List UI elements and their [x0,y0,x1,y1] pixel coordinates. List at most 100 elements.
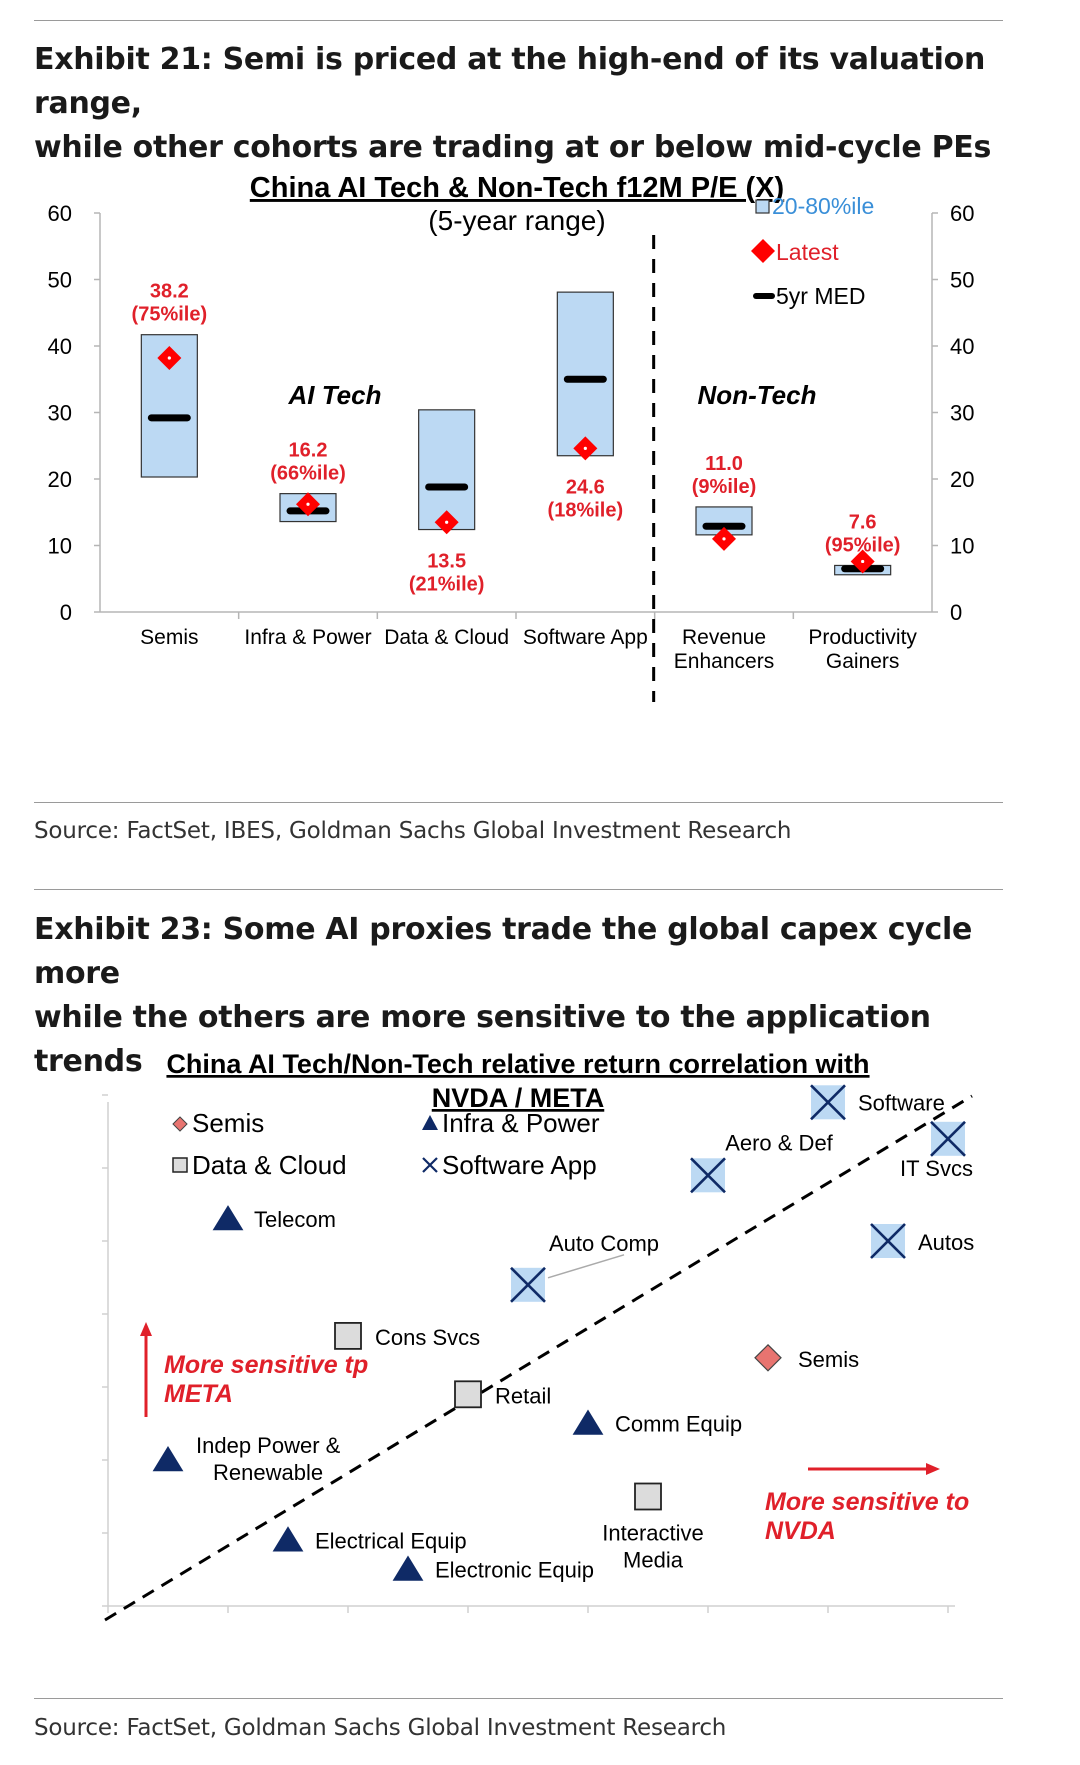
percentile-label-data-cloud: (21%ile) [409,574,485,596]
category-label-software-app: Software App [523,626,648,649]
exhibit-21-source: Source: FactSet, IBES, Goldman Sachs Glo… [34,818,792,844]
value-label-software-app: 24.6 [566,477,605,499]
category-label-revenue-enhancers: Revenue [682,626,766,649]
y-tick-label-right: 60 [950,201,974,226]
exhibit-23-source-rule [34,1698,1003,1699]
exhibit-23-source: Source: FactSet, Goldman Sachs Global In… [34,1715,727,1741]
y-tick-label-left: 0 [60,600,72,625]
auto-comp-leader-line [547,1254,625,1279]
exhibit-23-rule [34,889,1003,890]
point-label-semis: Semis [798,1347,859,1372]
point-label-electronic-equip: Electronic Equip [435,1558,594,1583]
group-label-ai-tech: AI Tech [288,380,382,410]
group-label-non-tech: Non-Tech [698,380,817,410]
nvda-right-arrow-head [926,1463,940,1475]
legend-median-label: 5yr MED [776,283,865,309]
percentile-label-infra-power: (66%ile) [270,463,346,485]
triangle-marker-indep-power-renewable [152,1446,184,1472]
category-label-productivity-gainers: Productivity [808,626,917,649]
cross-marker-it-svcs [930,1120,966,1157]
range-box-software-app [556,291,614,457]
pe-range-chart: China AI Tech & Non-Tech f12M P/E (X) (5… [48,172,974,702]
meta-annotation-line1: More sensitive tp [164,1351,368,1379]
meta-annotation-line2: META [164,1380,233,1408]
legend-swatch-semis [172,1116,188,1132]
nvda-sensitivity-annotation: More sensitive to NVDA [765,1463,969,1545]
top-rule [34,20,1003,21]
legend-swatch-data-cloud [172,1157,188,1173]
y-tick-label-left: 10 [48,534,72,559]
y-tick-label-left: 60 [48,201,72,226]
point-label-electrical-equip: Electrical Equip [315,1528,467,1553]
legend-label-data-cloud: Data & Cloud [192,1150,347,1180]
meta-up-arrow-head [140,1322,152,1336]
percentile-label-semis: (75%ile) [132,304,208,326]
legend-latest-label: Latest [776,239,839,265]
point-label-telecom: Telecom [254,1207,336,1232]
correlation-scatter-chart: China AI Tech/Non-Tech relative return c… [102,1049,974,1622]
y-tick-label-left: 30 [48,401,72,426]
diagonal-reference-line [104,1094,973,1622]
point-label-comm-equip: Comm Equip [615,1412,742,1437]
nvda-annotation-line1: More sensitive to [765,1488,969,1516]
latest-marker-dot-productivity-gainers [861,559,865,564]
chart2-title-line2: NVDA / META [432,1083,605,1113]
square-marker-retail [454,1380,482,1409]
legend-box-label: 20-80%ile [772,193,874,219]
category-label-infra-power: Infra & Power [244,626,371,649]
latest-marker-dot-software-app [583,446,587,451]
triangle-marker-electrical-equip [272,1526,304,1552]
cross-marker-autos [870,1223,906,1259]
point-label-interactive-media: Media [623,1548,684,1573]
legend-swatch-infra-power [422,1115,438,1130]
percentile-label-revenue-enhancers: (9%ile) [692,476,756,498]
y-tick-label-left: 20 [48,467,72,492]
legend-label-infra-power: Infra & Power [442,1108,600,1138]
cross-marker-auto-comp [510,1266,546,1303]
point-label-it-svcs: IT Svcs [900,1156,973,1181]
diamond-marker-semis [754,1343,782,1372]
chart2-title-line1: China AI Tech/Non-Tech relative return c… [166,1049,869,1079]
category-label-productivity-gainers: Gainers [826,650,900,673]
value-label-revenue-enhancers: 11.0 [705,453,743,475]
cross-marker-software [810,1084,846,1121]
square-marker-cons-svcs [334,1321,362,1350]
triangle-marker-electronic-equip [392,1555,424,1581]
point-label-autos: Autos [918,1230,974,1255]
y-tick-label-left: 40 [48,334,72,359]
triangle-marker-comm-equip [572,1409,604,1435]
y-tick-label-right: 40 [950,334,974,359]
legend-box-swatch [755,199,770,214]
square-marker-interactive-media [634,1482,662,1511]
y-tick-label-right: 20 [950,467,974,492]
latest-marker-dot-revenue-enhancers [722,537,726,541]
exhibit-21-title-line1: Exhibit 21: Semi is priced at the high-e… [34,42,986,121]
exhibit-21-title-line2: while other cohorts are trading at or be… [34,130,992,165]
point-label-software: Software [858,1090,945,1115]
chart1-title: China AI Tech & Non-Tech f12M P/E (X) [250,172,784,204]
y-tick-label-right: 30 [950,401,974,426]
point-label-indep-power-renewable: Renewable [213,1460,323,1485]
legend-label-software-app: Software App [442,1150,597,1180]
exhibit-23-title-line1: Exhibit 23: Some AI proxies trade the gl… [34,912,973,991]
category-label-semis: Semis [140,626,198,649]
category-label-data-cloud: Data & Cloud [384,626,509,649]
point-label-auto-comp: Auto Comp [549,1231,659,1256]
category-label-revenue-enhancers: Enhancers [674,650,774,673]
point-label-interactive-media: Interactive [602,1521,704,1546]
legend-latest-swatch [751,239,775,263]
exhibit-21-title: Exhibit 21: Semi is priced at the high-e… [34,38,1034,170]
value-label-productivity-gainers: 7.6 [849,511,877,533]
point-label-retail: Retail [495,1383,551,1408]
y-tick-label-left: 50 [48,268,72,293]
range-box-data-cloud [418,409,476,531]
point-label-aero-def: Aero & Def [725,1130,833,1155]
triangle-marker-telecom [212,1205,244,1231]
legend-swatch-software-app [422,1157,438,1173]
latest-marker-dot-data-cloud [445,520,449,524]
y-tick-label-right: 50 [950,268,974,293]
percentile-label-software-app: (18%ile) [548,500,624,522]
exhibit-23-title-line2: while the others are more sensitive to t… [34,1000,931,1079]
percentile-label-productivity-gainers: (95%ile) [825,534,901,556]
nvda-annotation-line2: NVDA [765,1517,836,1545]
